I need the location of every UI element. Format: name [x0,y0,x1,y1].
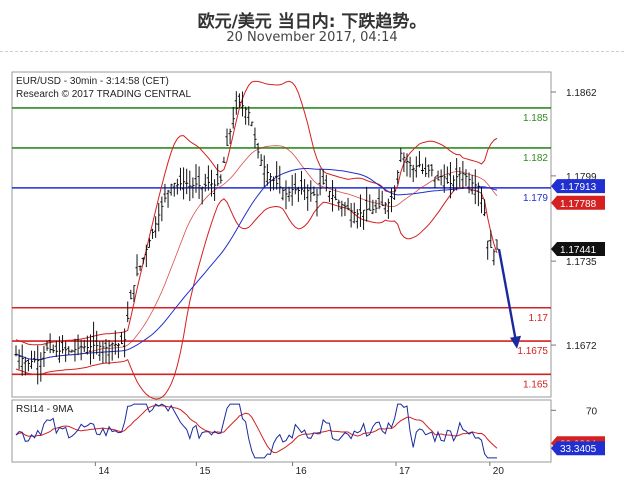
x-tick-label: 16 [296,466,308,477]
level-label: 1.1675 [517,346,548,357]
bollinger-upper [15,80,498,346]
y-tick-label: 1.1672 [566,341,597,352]
level-label: 1.185 [523,113,548,124]
level-label: 1.165 [523,379,548,390]
rsi-tag-label: 33.3405 [560,444,597,455]
forecast-arrow-shaft [497,248,518,342]
forecast-arrow-head [510,335,521,349]
level-label: 1.179 [523,193,548,204]
chart-subtitle: 20 November 2017, 04:14 [226,30,398,45]
price-pane-frame [11,71,552,398]
bollinger-lower [15,186,498,400]
price-tag-label: 1.17788 [560,199,597,210]
price-tag [551,242,605,257]
instrument-label: EUR/USD - 30min - 3:14:58 (CET) [16,76,169,87]
rsi-tag [551,441,605,456]
y-tick-label: 1.1735 [566,257,597,268]
rsi-tick-label: 70 [586,406,598,417]
x-tick-label: 17 [399,466,411,477]
level-label: 1.182 [523,153,548,164]
x-tick-label: 14 [98,466,110,477]
moving-average-line [15,168,498,360]
rsi-label: RSI14 - 9MA [16,404,74,415]
price-tag [551,195,605,210]
rsi-ma-line [15,405,498,454]
level-label: 1.17 [529,313,549,324]
price-tag [551,179,605,194]
header-divider [0,51,624,52]
bollinger-mid [15,145,498,360]
y-tick-label: 1.1799 [566,172,597,183]
rsi-pane-frame [11,399,552,463]
price-tag-label: 1.17441 [560,245,597,256]
x-tick-label: 20 [493,466,505,477]
y-tick-label: 1.1862 [566,88,597,99]
rsi-line [15,403,497,459]
credit-label: Research © 2017 TRADING CENTRAL [16,89,191,100]
chart-title: 欧元/美元 当日内: 下跌趋势。 [197,12,427,32]
x-tick-label: 15 [199,466,211,477]
price-tag-label: 1.17913 [560,182,597,193]
